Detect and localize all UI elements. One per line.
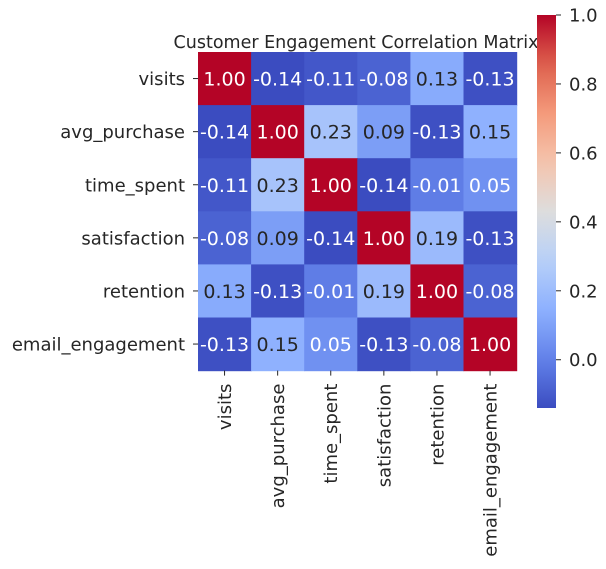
cell-value-label: 0.19	[363, 281, 405, 303]
cell-value-label: 0.23	[310, 122, 352, 144]
cell-value-label: -0.14	[253, 69, 302, 91]
cell-value-label: 0.15	[256, 334, 298, 356]
colorbar-tick-label: 0.2	[569, 281, 598, 302]
heatmap-cell-time_spent-satisfaction	[357, 158, 411, 212]
heatmap-cell-retention-retention	[410, 264, 465, 319]
heatmap-cells: 1.00 -0.14 -0.11 -0.08 0.13 -0.13-0.14 1.00 0.2…	[198, 52, 518, 372]
column-tick-label-avg_purchase: avg_purchase	[268, 384, 289, 509]
heatmap-cell-avg_purchase-time_spent	[304, 105, 358, 159]
colorbar-tick-label: 1.0	[569, 6, 598, 27]
heatmap-cell-email_engagement-avg_purchase	[251, 317, 305, 372]
cell-value-label: 0.13	[203, 281, 245, 303]
colorbar-tick-label: 0.0	[569, 350, 598, 371]
cell-value-label: 0.05	[469, 175, 511, 197]
cell-value-label: 1.00	[203, 69, 245, 91]
cell-value-label: -0.11	[306, 69, 355, 91]
heatmap-cell-email_engagement-visits	[198, 317, 252, 372]
cell-value-label: -0.13	[412, 122, 461, 144]
heatmap-cell-time_spent-retention	[410, 158, 465, 212]
cell-value-label: 0.09	[363, 122, 405, 144]
heatmap-cell-visits-visits	[198, 52, 252, 106]
heatmap-cell-avg_purchase-email_engagement	[463, 105, 518, 159]
column-tick-label-satisfaction: satisfaction	[374, 384, 395, 488]
heatmap-cell-retention-satisfaction	[357, 264, 411, 319]
heatmap-cell-visits-email_engagement	[463, 52, 518, 106]
row-tick-label-time_spent: time_spent	[85, 175, 185, 196]
cell-value-label: 0.23	[256, 175, 298, 197]
colorbar-tick-label: 0.4	[569, 212, 598, 233]
cell-value-label: -0.08	[412, 334, 461, 356]
heatmap-cell-satisfaction-time_spent	[304, 211, 358, 265]
heatmap-cell-visits-satisfaction	[357, 52, 411, 106]
row-tick-label-avg_purchase: avg_purchase	[60, 122, 185, 143]
heatmap-cell-avg_purchase-retention	[410, 105, 465, 159]
cell-value-label: -0.14	[200, 122, 249, 144]
cell-value-label: 1.00	[256, 122, 298, 144]
cell-value-label: 0.05	[310, 334, 352, 356]
heatmap-cell-email_engagement-retention	[410, 317, 465, 372]
colorbar-tick-label: 0.6	[569, 143, 598, 164]
cell-value-label: -0.13	[200, 334, 249, 356]
heatmap-cell-visits-avg_purchase	[251, 52, 305, 106]
heatmap-cell-satisfaction-satisfaction	[357, 211, 411, 265]
cell-value-label: 0.09	[256, 228, 298, 250]
heatmap-cell-time_spent-time_spent	[304, 158, 358, 212]
heatmap-cell-time_spent-email_engagement	[463, 158, 518, 212]
cell-value-label: -0.01	[306, 281, 355, 303]
heatmap-cell-avg_purchase-visits	[198, 105, 252, 159]
cell-value-label: 1.00	[469, 334, 511, 356]
heatmap-cell-satisfaction-retention	[410, 211, 465, 265]
cell-value-label: 0.15	[469, 122, 511, 144]
colorbar-gradient	[537, 15, 556, 408]
row-tick-labels: visits avg_purchase time_spent satisfaction…	[12, 69, 198, 356]
column-tick-label-time_spent: time_spent	[321, 384, 342, 484]
cell-value-label: 1.00	[310, 175, 352, 197]
cell-value-label: -0.08	[465, 281, 514, 303]
heatmap-cell-email_engagement-email_engagement	[463, 317, 518, 372]
cell-value-label: -0.08	[359, 69, 408, 91]
row-tick-label-visits: visits	[139, 69, 185, 90]
cell-value-label: -0.14	[306, 228, 355, 250]
heatmap-cell-avg_purchase-satisfaction	[357, 105, 411, 159]
heatmap-cell-satisfaction-avg_purchase	[251, 211, 305, 265]
heatmap-cell-retention-avg_purchase	[251, 264, 305, 319]
colorbar-tick-label: 0.8	[569, 74, 598, 95]
row-tick-label-satisfaction: satisfaction	[81, 228, 185, 249]
heatmap-cell-satisfaction-email_engagement	[463, 211, 518, 265]
cell-value-label: -0.13	[465, 69, 514, 91]
heatmap-cell-time_spent-visits	[198, 158, 252, 212]
heatmap-cell-email_engagement-satisfaction	[357, 317, 411, 372]
cell-value-label: -0.11	[200, 175, 249, 197]
cell-value-label: -0.13	[253, 281, 302, 303]
cell-value-label: -0.08	[200, 228, 249, 250]
row-tick-label-retention: retention	[103, 281, 185, 302]
cell-value-label: -0.13	[359, 334, 408, 356]
heatmap-cell-retention-email_engagement	[463, 264, 518, 319]
column-tick-label-retention: retention	[427, 384, 448, 466]
cell-value-label: 1.00	[416, 281, 458, 303]
heatmap-cell-satisfaction-visits	[198, 211, 252, 265]
chart-title: Customer Engagement Correlation Matrix	[174, 33, 539, 53]
colorbar: 0.0 0.2 0.4 0.6 0.8 1.0	[537, 6, 598, 408]
heatmap-cell-avg_purchase-avg_purchase	[251, 105, 305, 159]
cell-value-label: 1.00	[363, 228, 405, 250]
heatmap-cell-time_spent-avg_purchase	[251, 158, 305, 212]
column-tick-labels: visits avg_purchase time_spent satisfaction…	[215, 370, 502, 557]
heatmap-cell-email_engagement-time_spent	[304, 317, 358, 372]
cell-value-label: 0.13	[416, 69, 458, 91]
heatmap-cell-retention-visits	[198, 264, 252, 319]
cell-value-label: -0.13	[465, 228, 514, 250]
heatmap-cell-visits-time_spent	[304, 52, 358, 106]
row-tick-label-email_engagement: email_engagement	[12, 335, 185, 356]
cell-value-label: -0.14	[359, 175, 408, 197]
heatmap-cell-retention-time_spent	[304, 264, 358, 319]
column-tick-label-email_engagement: email_engagement	[481, 384, 502, 557]
cell-value-label: 0.19	[416, 228, 458, 250]
heatmap-cell-visits-retention	[410, 52, 465, 106]
column-tick-label-visits: visits	[215, 384, 236, 430]
cell-value-label: -0.01	[412, 175, 461, 197]
